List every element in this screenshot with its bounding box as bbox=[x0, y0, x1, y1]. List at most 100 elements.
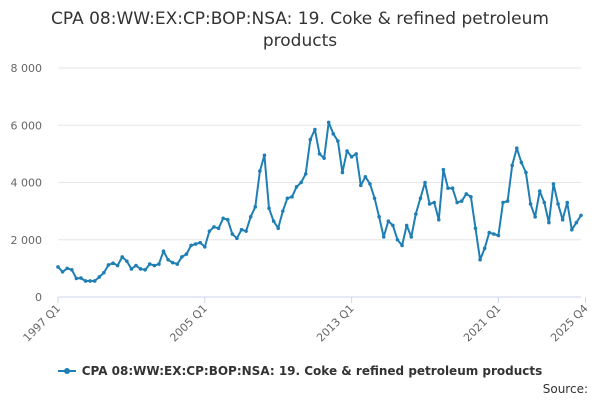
data-point[interactable] bbox=[345, 149, 349, 153]
data-point[interactable] bbox=[423, 180, 427, 185]
data-point[interactable] bbox=[556, 202, 560, 206]
data-point[interactable] bbox=[547, 220, 551, 225]
data-point[interactable] bbox=[267, 206, 271, 211]
data-point[interactable] bbox=[129, 267, 134, 271]
data-point[interactable] bbox=[225, 217, 230, 222]
data-point[interactable] bbox=[414, 212, 418, 216]
data-point[interactable] bbox=[207, 229, 212, 233]
data-point[interactable] bbox=[216, 226, 221, 231]
data-point[interactable] bbox=[102, 270, 106, 275]
data-point[interactable] bbox=[446, 186, 450, 191]
data-point[interactable] bbox=[395, 237, 400, 242]
data-point[interactable] bbox=[570, 227, 574, 232]
data-point[interactable] bbox=[322, 156, 326, 160]
data-point[interactable] bbox=[97, 275, 102, 279]
data-point[interactable] bbox=[235, 236, 239, 241]
data-point[interactable] bbox=[157, 262, 161, 266]
data-point[interactable] bbox=[193, 242, 198, 246]
data-point[interactable] bbox=[294, 184, 299, 189]
data-point[interactable] bbox=[510, 163, 514, 168]
data-point[interactable] bbox=[336, 139, 340, 143]
data-point[interactable] bbox=[381, 235, 386, 239]
data-point[interactable] bbox=[524, 170, 528, 175]
data-point[interactable] bbox=[134, 263, 138, 268]
data-point[interactable] bbox=[354, 152, 359, 156]
data-point[interactable] bbox=[537, 189, 542, 193]
data-point[interactable] bbox=[276, 226, 281, 231]
data-point[interactable] bbox=[106, 263, 111, 267]
data-point[interactable] bbox=[60, 270, 65, 274]
data-point[interactable] bbox=[184, 252, 189, 256]
data-point[interactable] bbox=[505, 199, 510, 203]
data-point[interactable] bbox=[221, 216, 225, 221]
data-point[interactable] bbox=[533, 215, 537, 219]
data-point[interactable] bbox=[166, 257, 170, 262]
data-point[interactable] bbox=[469, 195, 473, 199]
data-point[interactable] bbox=[528, 202, 533, 206]
data-point[interactable] bbox=[551, 182, 556, 186]
data-point[interactable] bbox=[83, 279, 88, 283]
data-point[interactable] bbox=[386, 219, 391, 223]
data-point[interactable] bbox=[244, 229, 248, 233]
data-point[interactable] bbox=[120, 255, 125, 259]
data-point[interactable] bbox=[409, 235, 414, 239]
data-point[interactable] bbox=[115, 263, 120, 268]
data-point[interactable] bbox=[138, 267, 143, 271]
data-point[interactable] bbox=[111, 261, 115, 266]
data-point[interactable] bbox=[418, 196, 423, 201]
data-point[interactable] bbox=[79, 276, 83, 280]
data-point[interactable] bbox=[340, 170, 345, 175]
data-point[interactable] bbox=[349, 154, 354, 159]
data-point[interactable] bbox=[258, 169, 262, 173]
data-point[interactable] bbox=[313, 127, 317, 132]
data-point[interactable] bbox=[239, 227, 244, 232]
data-point[interactable] bbox=[441, 167, 446, 172]
data-point[interactable] bbox=[303, 172, 308, 176]
legend[interactable]: CPA 08:WW:EX:CP:BOP:NSA: 19. Coke & refi… bbox=[0, 364, 600, 378]
data-point[interactable] bbox=[482, 246, 487, 251]
data-point[interactable] bbox=[170, 260, 175, 265]
data-point[interactable] bbox=[262, 153, 267, 158]
data-point[interactable] bbox=[69, 268, 74, 272]
data-point[interactable] bbox=[400, 243, 404, 248]
data-point[interactable] bbox=[212, 225, 216, 229]
data-point[interactable] bbox=[464, 192, 469, 196]
data-point[interactable] bbox=[88, 279, 92, 283]
data-point[interactable] bbox=[459, 199, 464, 203]
data-point[interactable] bbox=[143, 268, 147, 272]
data-point[interactable] bbox=[501, 200, 505, 205]
data-point[interactable] bbox=[189, 243, 193, 248]
data-point[interactable] bbox=[487, 230, 492, 235]
data-point[interactable] bbox=[432, 200, 436, 205]
data-point[interactable] bbox=[271, 219, 276, 223]
data-point[interactable] bbox=[317, 152, 322, 156]
data-point[interactable] bbox=[473, 226, 478, 231]
data-point[interactable] bbox=[519, 160, 524, 165]
data-point[interactable] bbox=[579, 213, 583, 218]
data-point[interactable] bbox=[299, 180, 303, 185]
data-point[interactable] bbox=[326, 120, 331, 125]
data-point[interactable] bbox=[404, 223, 409, 228]
data-point[interactable] bbox=[198, 240, 203, 245]
data-point[interactable] bbox=[450, 186, 455, 191]
data-point[interactable] bbox=[74, 276, 79, 281]
data-point[interactable] bbox=[147, 262, 152, 266]
data-point[interactable] bbox=[478, 257, 482, 262]
data-point[interactable] bbox=[161, 249, 166, 253]
data-point[interactable] bbox=[565, 200, 570, 205]
data-point[interactable] bbox=[372, 196, 377, 201]
data-point[interactable] bbox=[574, 220, 579, 225]
data-point[interactable] bbox=[514, 146, 519, 150]
data-point[interactable] bbox=[358, 183, 363, 188]
data-point[interactable] bbox=[542, 200, 547, 205]
data-point[interactable] bbox=[203, 245, 207, 249]
data-point[interactable] bbox=[56, 265, 60, 269]
data-point[interactable] bbox=[368, 182, 372, 186]
data-point[interactable] bbox=[248, 215, 253, 219]
data-point[interactable] bbox=[560, 217, 565, 222]
data-point[interactable] bbox=[391, 223, 395, 228]
data-point[interactable] bbox=[377, 215, 381, 219]
data-point[interactable] bbox=[492, 232, 496, 236]
data-point[interactable] bbox=[152, 263, 157, 268]
data-point[interactable] bbox=[285, 196, 290, 201]
